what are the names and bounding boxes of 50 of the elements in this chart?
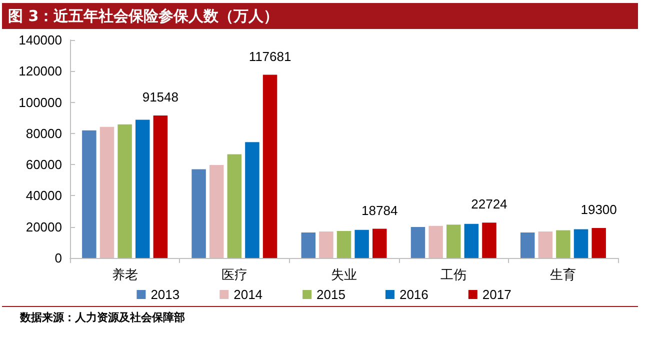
bar: [520, 232, 535, 258]
x-tick-label: 工伤: [440, 267, 467, 282]
bar: [245, 142, 260, 258]
bar: [209, 165, 224, 258]
bar: [428, 226, 443, 258]
bar: [319, 232, 334, 258]
bar: [464, 224, 479, 258]
bar: [82, 130, 96, 258]
y-tick-label: 120000: [18, 64, 62, 79]
bar: [538, 232, 553, 258]
bar: [592, 228, 606, 258]
y-tick-label: 140000: [18, 32, 62, 48]
bar: [354, 230, 369, 258]
bar: [446, 224, 461, 258]
legend-label: 2013: [150, 287, 180, 302]
bar: [301, 232, 316, 258]
data-label: 22724: [471, 196, 508, 212]
x-tick-label: 生育: [550, 267, 576, 282]
x-tick-label: 养老: [112, 267, 138, 282]
bar: [574, 229, 588, 258]
data-label: 91548: [142, 89, 178, 104]
y-tick-label: 0: [54, 250, 62, 266]
bar: [336, 231, 352, 258]
bar: [262, 74, 278, 258]
bar: [100, 126, 114, 258]
legend-label: 2014: [234, 287, 263, 302]
bar: [410, 227, 426, 258]
y-tick-label: 100000: [18, 94, 62, 110]
y-tick-label: 80000: [26, 126, 62, 141]
x-tick-label: 失业: [331, 267, 357, 282]
bar: [227, 154, 242, 258]
legend-label: 2017: [482, 287, 512, 302]
legend-label: 2015: [316, 287, 346, 302]
data-label: 117681: [248, 48, 292, 64]
source-note: 数据来源：人力资源及社会保障部: [2, 306, 638, 325]
x-tick-label: 医疗: [221, 267, 248, 282]
bar: [372, 228, 387, 258]
bar: [118, 124, 132, 258]
bar: [556, 230, 570, 258]
chart-title: 图 3：近五年社会保险参保人数（万人）: [2, 3, 638, 29]
bar: [482, 222, 496, 258]
data-label: 18784: [362, 202, 398, 218]
legend-label: 2016: [399, 287, 428, 302]
y-tick-label: 60000: [26, 157, 62, 172]
y-tick-label: 20000: [26, 219, 62, 234]
y-tick-label: 40000: [26, 188, 62, 204]
bar: [192, 169, 206, 258]
bar: [135, 120, 150, 258]
data-label: 19300: [580, 202, 617, 217]
bar: [153, 115, 168, 258]
